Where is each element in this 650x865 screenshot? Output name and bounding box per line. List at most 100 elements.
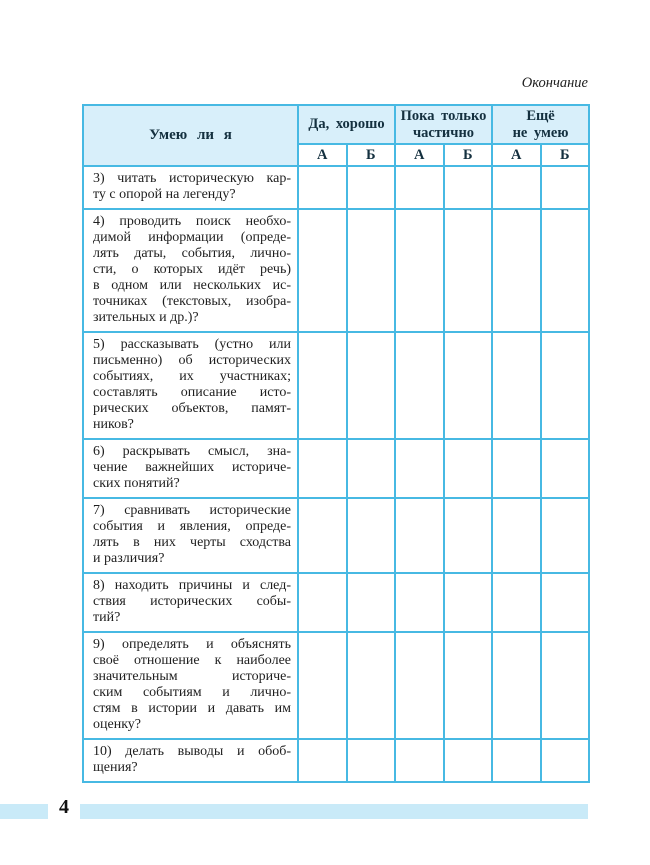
answer-cell (442, 572, 493, 633)
sub-header-a1: А (297, 143, 348, 167)
answer-cell (297, 331, 348, 440)
answer-cell (539, 331, 590, 440)
question-line: лять даты, события, лично- (93, 246, 291, 261)
question-line: ников? (93, 417, 134, 432)
question-line: тий? (93, 610, 121, 625)
question-line: чение важнейших историче- (93, 460, 291, 475)
table-row: 4) проводить поиск необхо-димой информац… (82, 208, 590, 333)
question-line: составлять описание исто- (93, 385, 291, 400)
question-cell: 9) определять и объяснять своё отношение … (82, 631, 299, 740)
question-line: 4) проводить поиск необхо- (93, 214, 291, 229)
answer-cell (345, 572, 396, 633)
answer-cell (345, 331, 396, 440)
answer-cell (345, 738, 396, 783)
table-body: 3) читать историческую кар-ту с опорой н… (82, 165, 590, 783)
answer-cell (539, 572, 590, 633)
question-line: точниках (текстовых, изобра- (93, 294, 291, 309)
sub-header-b2: Б (442, 143, 493, 167)
answer-cell (297, 497, 348, 574)
answer-cell (394, 165, 445, 210)
question-cell: 3) читать историческую кар-ту с опорой н… (82, 165, 299, 210)
question-line: ским событиям и лично- (93, 685, 291, 700)
footer-bar-left (0, 804, 48, 819)
question-line: стям в истории и давать им (93, 701, 291, 716)
answer-cell (297, 165, 348, 210)
column-group-partially: Пока только частично (394, 104, 493, 145)
corner-header: Умею ли я (82, 104, 299, 167)
question-cell: 6) раскрывать смысл, зна-чение важнейших… (82, 438, 299, 499)
header-group-row: Умею ли я Да, хорошо Пока только частичн… (82, 104, 590, 167)
answer-cell (491, 165, 542, 210)
answer-cell (394, 572, 445, 633)
answer-cell (539, 165, 590, 210)
answer-cell (539, 438, 590, 499)
answer-cell (491, 208, 542, 333)
answer-cell (297, 738, 348, 783)
question-line: ту с опорой на легенду? (93, 187, 236, 202)
question-line: 10) делать выводы и обоб- (93, 744, 291, 759)
header-sub-row: А Б А Б А Б (83, 143, 590, 167)
question-line: 9) определять и объяснять (93, 637, 291, 652)
continuation-label: Окончание (521, 75, 588, 91)
sub-header-a3: А (491, 143, 542, 167)
question-line: события и явления, опреде- (93, 519, 291, 534)
question-cell: 5) рассказывать (устно или письменно) об … (82, 331, 299, 440)
answer-cell (491, 572, 542, 633)
question-line: сти, о которых идёт речь) (93, 262, 291, 277)
question-line: щения? (93, 760, 138, 775)
question-line: 6) раскрывать смысл, зна- (93, 444, 291, 459)
question-cell: 4) проводить поиск необхо-димой информац… (82, 208, 299, 333)
answer-cell (442, 208, 493, 333)
question-line: событиях, их участниках; (93, 369, 291, 384)
answer-cell (345, 631, 396, 740)
answer-cell (442, 631, 493, 740)
answer-cell (491, 738, 542, 783)
question-line: димой информации (опреде- (93, 230, 291, 245)
question-line: рических объектов, памят- (93, 401, 291, 416)
self-assessment-table-wrap: Умею ли я Да, хорошо Пока только частичн… (82, 104, 590, 783)
answer-cell (345, 165, 396, 210)
answer-cell (345, 497, 396, 574)
table-row: 6) раскрывать смысл, зна-чение важнейших… (82, 438, 590, 499)
answer-cell (539, 208, 590, 333)
question-line: лять в них черты сходства (93, 535, 291, 550)
answer-cell (442, 438, 493, 499)
question-line: ствия исторических собы- (93, 594, 291, 609)
answer-cell (491, 497, 542, 574)
question-line: 7) сравнивать исторические (93, 503, 291, 518)
self-assessment-table: Умею ли я Да, хорошо Пока только частичн… (82, 104, 590, 783)
sub-header-b1: Б (345, 143, 396, 167)
footer-bar-main (80, 804, 588, 819)
answer-cell (442, 738, 493, 783)
sub-header-a2: А (394, 143, 445, 167)
question-line: 8) находить причины и след- (93, 578, 291, 593)
answer-cell (394, 497, 445, 574)
table-row: 7) сравнивать исторические события и явле… (82, 497, 590, 574)
question-cell: 10) делать выводы и обоб-щения? (82, 738, 299, 783)
answer-cell (491, 331, 542, 440)
question-cell: 8) находить причины и след-ствия историч… (82, 572, 299, 633)
question-line: 3) читать историческую кар- (93, 171, 291, 186)
answer-cell (442, 165, 493, 210)
answer-cell (539, 738, 590, 783)
question-line: и различия? (93, 551, 165, 566)
answer-cell (491, 631, 542, 740)
answer-cell (345, 438, 396, 499)
sub-header-b3: Б (539, 143, 590, 167)
answer-cell (297, 572, 348, 633)
table-row: 10) делать выводы и обоб-щения? (82, 738, 590, 783)
answer-cell (394, 738, 445, 783)
question-line: оценку? (93, 717, 142, 732)
column-group-not-yet: Ещё не умею (491, 104, 590, 145)
column-group-yes-well: Да, хорошо (297, 104, 396, 145)
answer-cell (442, 331, 493, 440)
question-line: ских понятий? (93, 476, 180, 491)
table-row: 5) рассказывать (устно или письменно) об … (82, 331, 590, 440)
table-row: 9) определять и объяснять своё отношение … (82, 631, 590, 740)
table-row: 3) читать историческую кар-ту с опорой н… (82, 165, 590, 210)
question-line: 5) рассказывать (устно или (93, 337, 291, 352)
page-number: 4 (59, 796, 69, 818)
question-cell: 7) сравнивать исторические события и явле… (82, 497, 299, 574)
question-line: своё отношение к наиболее (93, 653, 291, 668)
